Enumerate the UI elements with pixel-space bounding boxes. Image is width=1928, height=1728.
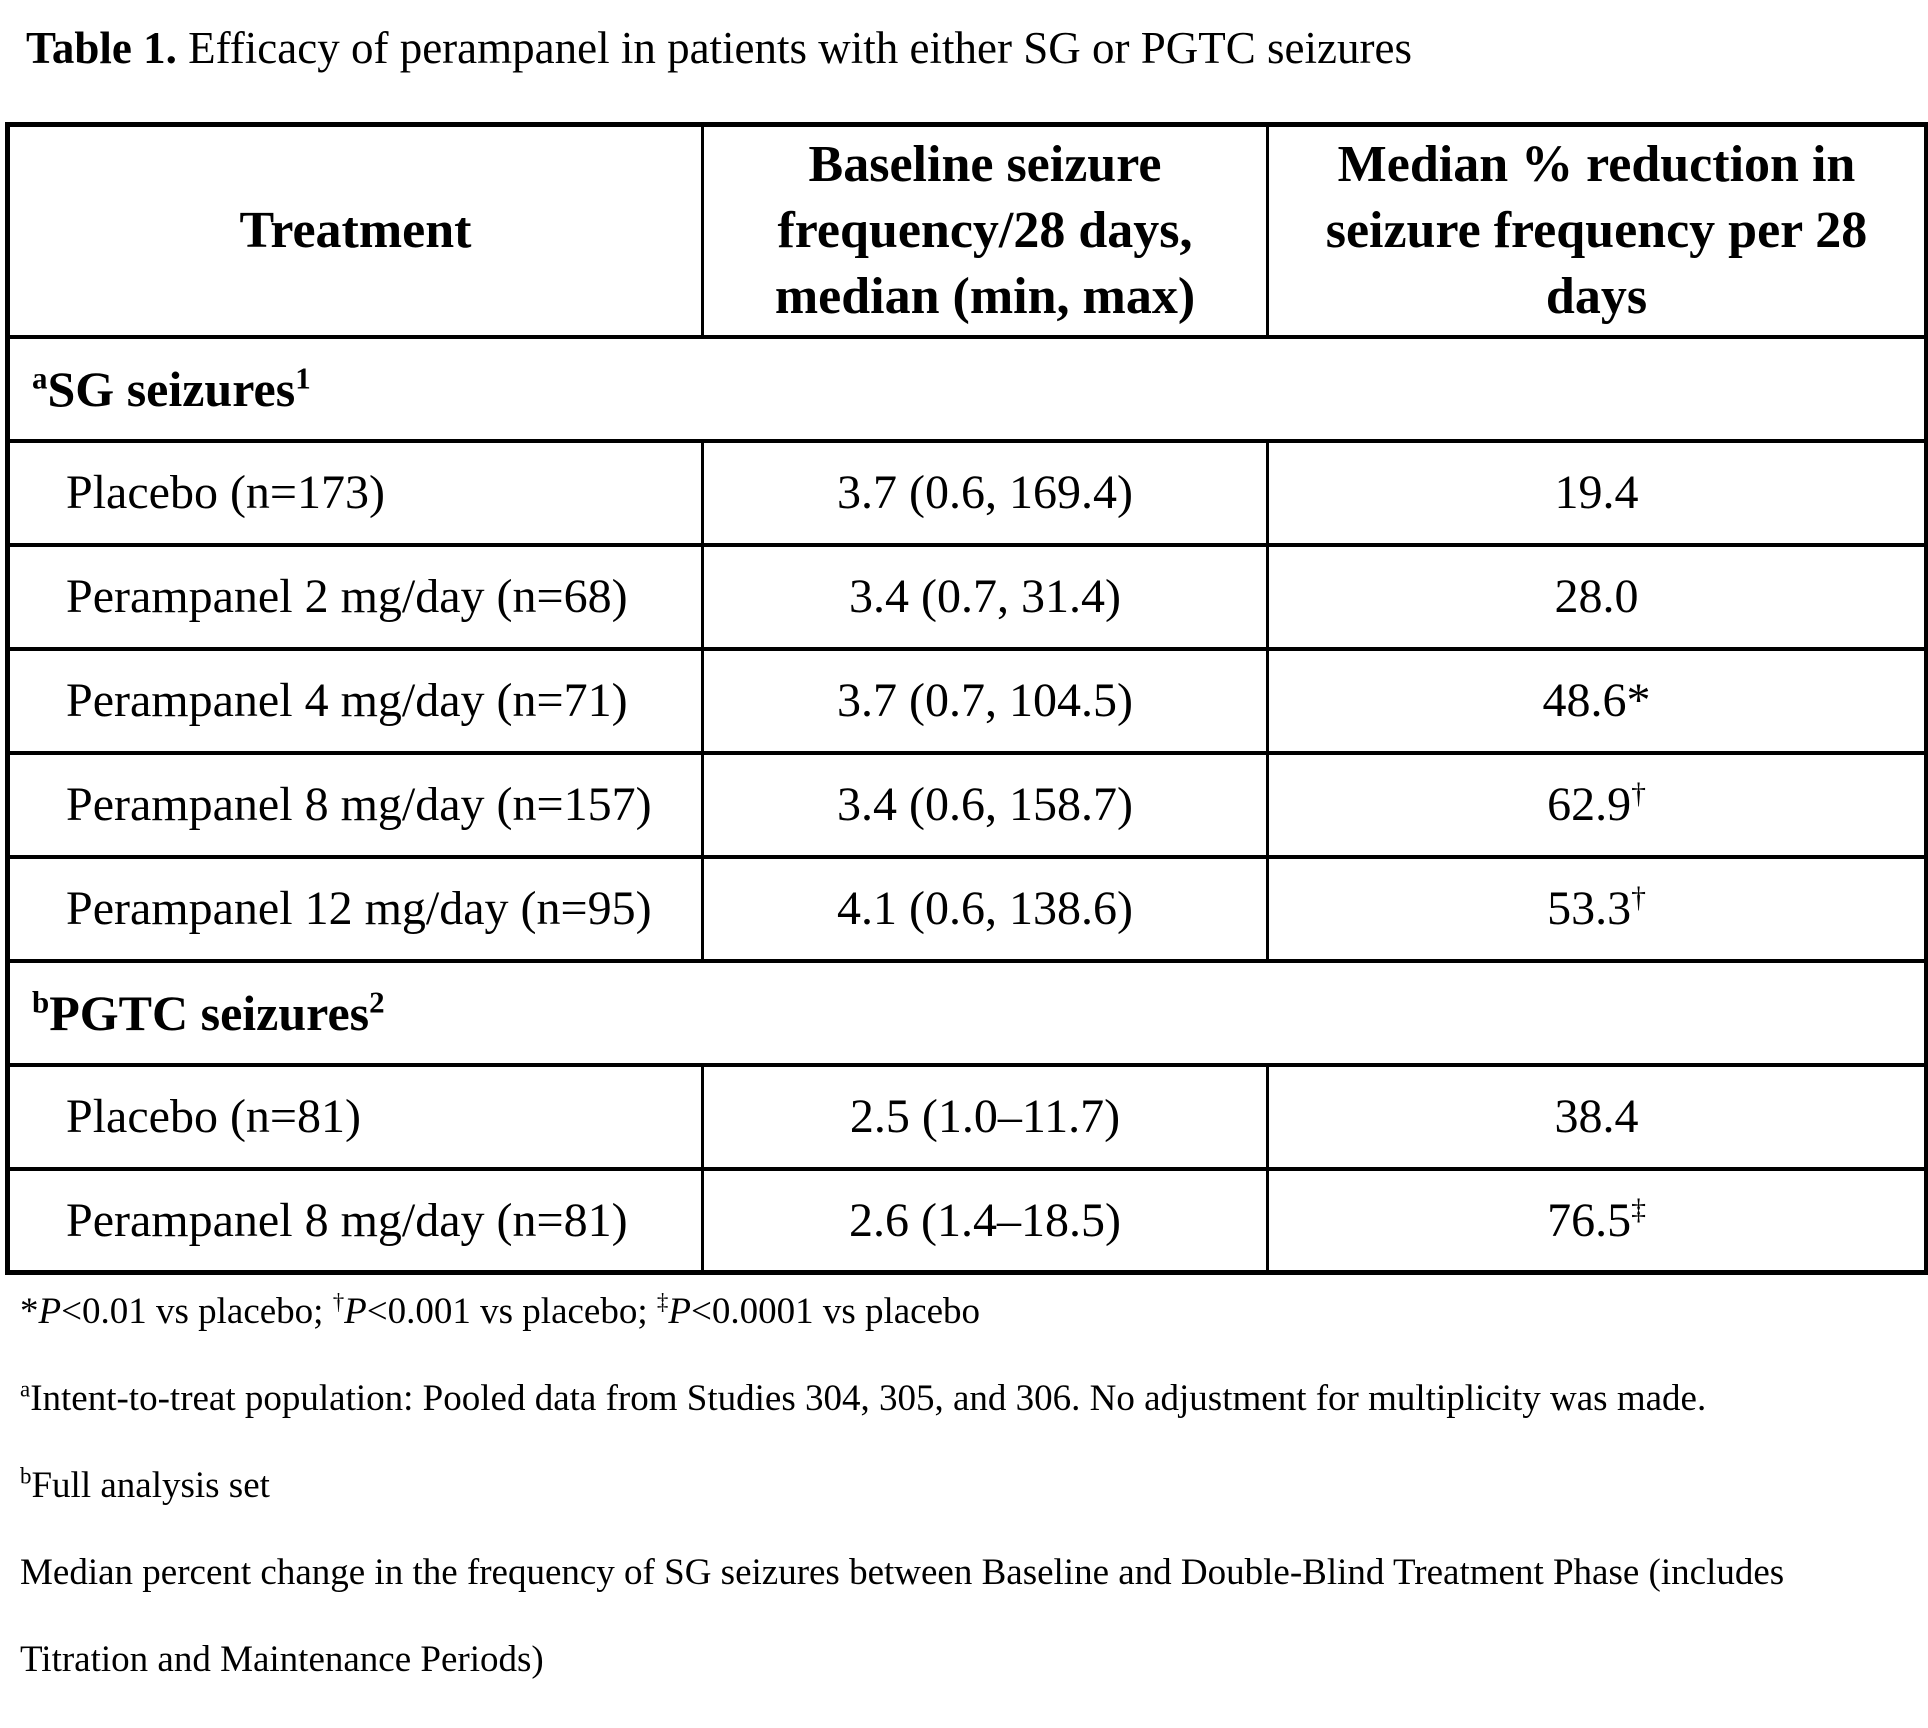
col-header-line: seizure frequency per 28 <box>1325 201 1868 259</box>
p-italic: P <box>668 1291 691 1332</box>
significance-text: <0.001 vs placebo; <box>366 1291 657 1332</box>
section-label-sg: aSG seizures1 <box>6 334 1928 443</box>
baseline-cell: 4.1 (0.6, 138.6) <box>701 854 1269 963</box>
reduction-cell: 76.5‡ <box>1266 1166 1928 1275</box>
table-row: Perampanel 2 mg/day (n=68) 3.4 (0.7, 31.… <box>6 542 1928 651</box>
col-header-line: Median % reduction in <box>1337 135 1856 193</box>
treatment-cell: Perampanel 4 mg/day (n=71) <box>6 646 704 755</box>
reduction-cell: 53.3† <box>1266 854 1928 963</box>
footnote-median-line1: Median percent change in the frequency o… <box>20 1552 1785 1593</box>
section-row-pgtc: bPGTC seizures2 <box>6 958 1928 1067</box>
reduction-cell: 62.9† <box>1266 750 1928 859</box>
footnotes: *P<0.01 vs placebo; †P<0.001 vs placebo;… <box>20 1289 1928 1683</box>
reduction-value: 48.6* <box>1542 674 1651 727</box>
col-header-line: Baseline seizure <box>808 135 1162 193</box>
baseline-cell: 2.6 (1.4–18.5) <box>701 1166 1269 1275</box>
baseline-cell: 3.7 (0.7, 104.5) <box>701 646 1269 755</box>
reduction-cell: 48.6* <box>1266 646 1928 755</box>
col-header-line: Treatment <box>239 201 472 259</box>
footnote-median-line2: Titration and Maintenance Periods) <box>20 1639 544 1680</box>
reduction-value: 28.0 <box>1554 570 1639 623</box>
table-row: Placebo (n=81) 2.5 (1.0–11.7) 38.4 <box>6 1062 1928 1171</box>
table-row: Perampanel 4 mg/day (n=71) 3.7 (0.7, 104… <box>6 646 1928 755</box>
col-header-reduction: Median % reduction in seizure frequency … <box>1266 122 1928 339</box>
table-row: Perampanel 12 mg/day (n=95) 4.1 (0.6, 13… <box>6 854 1928 963</box>
treatment-cell: Perampanel 2 mg/day (n=68) <box>6 542 704 651</box>
footnote-b-text: Full analysis set <box>31 1465 270 1506</box>
section-ref: 1 <box>295 359 311 395</box>
treatment-cell: Placebo (n=173) <box>6 438 704 547</box>
reduction-value: 76.5 <box>1547 1193 1632 1247</box>
footnote-a-marker: a <box>20 1376 31 1402</box>
footnote-significance: *P<0.01 vs placebo; †P<0.001 vs placebo;… <box>20 1289 1928 1335</box>
baseline-cell: 3.4 (0.7, 31.4) <box>701 542 1269 651</box>
efficacy-table: Treatment Baseline seizure frequency/28 … <box>5 122 1928 1275</box>
reduction-value: 53.3 <box>1547 882 1632 935</box>
section-marker: a <box>32 359 48 395</box>
section-ref: 2 <box>369 983 385 1019</box>
reduction-value: 19.4 <box>1554 466 1639 519</box>
footnote-a: aIntent-to-treat population: Pooled data… <box>20 1376 1928 1422</box>
treatment-cell: Perampanel 8 mg/day (n=81) <box>6 1166 704 1275</box>
significance-text: <0.01 vs placebo; <box>61 1291 333 1332</box>
significance-text: <0.0001 vs placebo <box>690 1291 981 1332</box>
treatment-cell: Placebo (n=81) <box>6 1062 704 1171</box>
col-header-line: days <box>1545 267 1648 325</box>
col-header-line: median (min, max) <box>774 267 1196 325</box>
col-header-line: frequency/28 days, <box>777 201 1193 259</box>
section-label-pgtc: bPGTC seizures2 <box>6 958 1928 1067</box>
table-row: Placebo (n=173) 3.7 (0.6, 169.4) 19.4 <box>6 438 1928 547</box>
reduction-cell: 38.4 <box>1266 1062 1928 1171</box>
significance-marker: † <box>1631 881 1646 914</box>
section-title: SG seizures <box>47 360 296 417</box>
col-header-baseline: Baseline seizure frequency/28 days, medi… <box>701 122 1269 339</box>
footnote-a-text: Intent-to-treat population: Pooled data … <box>30 1378 1707 1419</box>
col-header-treatment: Treatment <box>6 122 704 339</box>
table-row: Perampanel 8 mg/day (n=81) 2.6 (1.4–18.5… <box>6 1166 1928 1275</box>
significance-marker: ‡ <box>1631 1192 1646 1226</box>
section-title: PGTC seizures <box>49 984 370 1041</box>
p-italic: P <box>38 1291 62 1332</box>
section-marker: b <box>32 983 50 1019</box>
baseline-cell: 2.5 (1.0–11.7) <box>701 1062 1269 1171</box>
reduction-cell: 28.0 <box>1266 542 1928 651</box>
table-row: Perampanel 8 mg/day (n=157) 3.4 (0.6, 15… <box>6 750 1928 859</box>
section-row-sg: aSG seizures1 <box>6 334 1928 443</box>
double-dagger-symbol: ‡ <box>656 1289 669 1315</box>
dagger-symbol: † <box>332 1289 345 1315</box>
reduction-value: 62.9 <box>1547 778 1632 831</box>
reduction-cell: 19.4 <box>1266 438 1928 547</box>
significance-marker: † <box>1631 777 1646 810</box>
table-title: Table 1. Efficacy of perampanel in patie… <box>0 0 1928 78</box>
header-row: Treatment Baseline seizure frequency/28 … <box>6 122 1928 339</box>
table-title-number: Table 1. <box>26 23 177 73</box>
star-symbol: * <box>20 1291 39 1332</box>
baseline-cell: 3.7 (0.6, 169.4) <box>701 438 1269 547</box>
reduction-value: 38.4 <box>1554 1090 1639 1143</box>
treatment-cell: Perampanel 8 mg/day (n=157) <box>6 750 704 859</box>
footnote-b: bFull analysis set <box>20 1463 1928 1509</box>
baseline-cell: 3.4 (0.6, 158.7) <box>701 750 1269 859</box>
p-italic: P <box>344 1291 367 1332</box>
footnote-b-marker: b <box>20 1463 32 1489</box>
treatment-cell: Perampanel 12 mg/day (n=95) <box>6 854 704 963</box>
table-title-text: Efficacy of perampanel in patients with … <box>176 23 1412 73</box>
